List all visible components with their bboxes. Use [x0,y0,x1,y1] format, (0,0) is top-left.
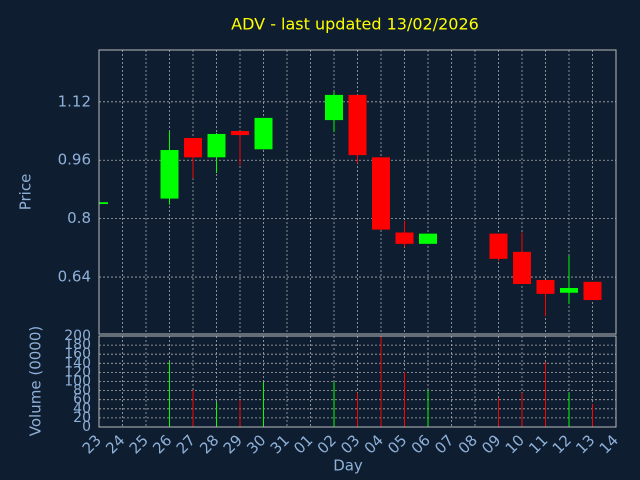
volume-tick-label: 120 [64,364,91,380]
x-tick-label: 11 [525,431,551,457]
x-tick-label: 02 [314,431,340,457]
volume-tick-label: 160 [64,346,91,362]
x-tick-label: 30 [243,431,269,457]
candle-body [207,133,226,158]
y-tick-label: 0.64 [58,268,91,286]
x-tick-label: 23 [79,431,105,457]
candle-body [513,251,531,284]
volume-tick-label: 40 [73,401,91,417]
x-tick-label: 25 [126,431,152,457]
x-tick-label: 12 [549,431,575,457]
candle-body [325,94,343,121]
volume-tick-label: 180 [64,337,91,353]
x-tick-label: 26 [149,431,175,457]
candle-body [160,150,179,199]
chart-title: ADV - last updated 13/02/2026 [231,15,479,34]
x-tick-label: 07 [431,431,457,457]
candle-body [536,279,555,294]
volume-tick-label: 80 [73,383,91,399]
candle-body [231,131,249,136]
candle-body [348,94,367,156]
volume-frame [98,335,617,428]
x-tick-label: 14 [596,431,622,457]
x-tick-label: 06 [408,431,434,457]
price-marks [99,91,602,317]
y-tick-label: 1.12 [58,92,91,110]
x-tick-label: 31 [267,431,293,457]
candle-body [583,281,602,301]
x-tick-label: 13 [572,431,598,457]
volume-tick-label: 0 [82,419,91,435]
x-tick-label: 27 [173,431,199,457]
x-tick-label: 03 [337,431,363,457]
price-frame [98,49,617,335]
volume-axis-label: Volume (0000) [27,326,45,436]
x-tick-label: 28 [196,431,222,457]
candle-body [99,202,108,205]
volume-tick-label: 20 [73,410,91,426]
candle-body [560,288,578,293]
volume-tick-label: 60 [73,392,91,408]
volume-tick-label: 100 [64,374,91,390]
x-tick-label: 10 [502,431,528,457]
x-tick-label: 24 [102,431,128,457]
volume-marks [169,336,593,427]
y-tick-label: 0.8 [67,209,91,227]
x-tick-label: 08 [455,431,481,457]
y-tick-label: 0.96 [58,151,91,169]
candle-body [254,117,273,150]
volume-tick-label: 140 [64,355,91,371]
candle-body [489,233,508,259]
x-tick-label: 04 [361,431,387,457]
volume-tick-label: 200 [64,328,91,344]
candle-body [419,233,437,244]
x-tick-label: 09 [478,431,504,457]
candle-body [184,137,202,158]
candle-body [395,232,414,244]
x-tick-label: 05 [384,431,410,457]
x-axis-label: Day [333,457,363,475]
candle-body [372,157,390,230]
x-tick-label: 01 [290,431,316,457]
y-axis-label: Price [17,174,35,211]
x-tick-label: 29 [220,431,246,457]
